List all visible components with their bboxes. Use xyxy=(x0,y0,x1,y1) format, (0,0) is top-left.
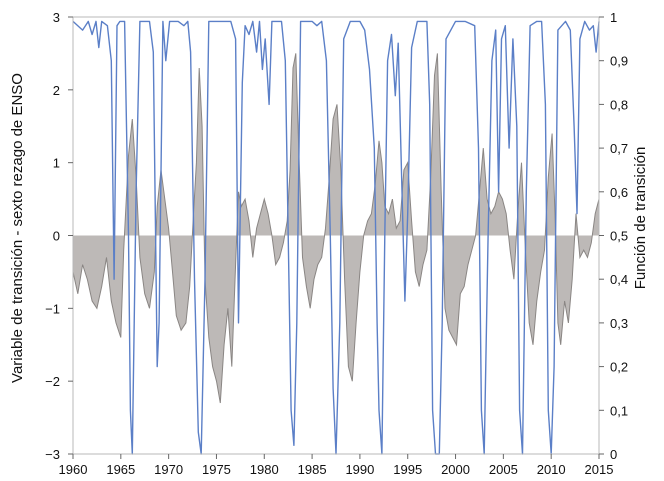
x-tick-label: 1970 xyxy=(154,462,183,477)
y-right-tick-label: 0,1 xyxy=(610,403,628,418)
y-left-tick-label: −3 xyxy=(45,447,60,462)
y-right-tick-label: 0,2 xyxy=(610,360,628,375)
x-tick-label: 2005 xyxy=(489,462,518,477)
y-left-tick-label: −2 xyxy=(45,374,60,389)
y-right-tick-label: 0,4 xyxy=(610,272,628,287)
x-tick-label: 2010 xyxy=(537,462,566,477)
y-right-tick-label: 0,3 xyxy=(610,316,628,331)
x-tick-label: 1990 xyxy=(345,462,374,477)
x-tick-label: 2000 xyxy=(441,462,470,477)
y-left-tick-label: 1 xyxy=(53,156,60,171)
y-right-tick-label: 0 xyxy=(610,447,617,462)
y-right-tick-label: 0,5 xyxy=(610,229,628,244)
x-tick-label: 1965 xyxy=(106,462,135,477)
transition-variable-area xyxy=(72,53,600,404)
y-left-tick-label: 2 xyxy=(53,83,60,98)
x-tick-label: 2015 xyxy=(585,462,614,477)
y-right-tick-label: 0,7 xyxy=(610,141,628,156)
y-left-tick-label: 3 xyxy=(53,10,60,25)
right-axis-title: Función de transición xyxy=(632,147,649,290)
transition-variable-fill xyxy=(73,53,599,404)
axis-ticks: 1960 1965 1970 1975 1980 1985 1990 1995 2000 2005… xyxy=(45,10,628,477)
y-right-tick-label: 0,6 xyxy=(610,185,628,200)
y-right-tick-label: 0,9 xyxy=(610,54,628,69)
transition-variable-outline xyxy=(72,53,600,404)
x-tick-label: 1985 xyxy=(298,462,327,477)
left-axis-title: Variable de transición - sexto rezago de… xyxy=(9,73,26,383)
x-tick-label: 1995 xyxy=(393,462,422,477)
y-left-tick-label: 0 xyxy=(53,229,60,244)
x-tick-label: 1980 xyxy=(250,462,279,477)
y-right-tick-label: 0,8 xyxy=(610,97,628,112)
x-tick-label: 1960 xyxy=(59,462,88,477)
x-tick-label: 1975 xyxy=(202,462,231,477)
y-right-tick-label: 1 xyxy=(610,10,617,25)
y-left-tick-label: −1 xyxy=(45,301,60,316)
